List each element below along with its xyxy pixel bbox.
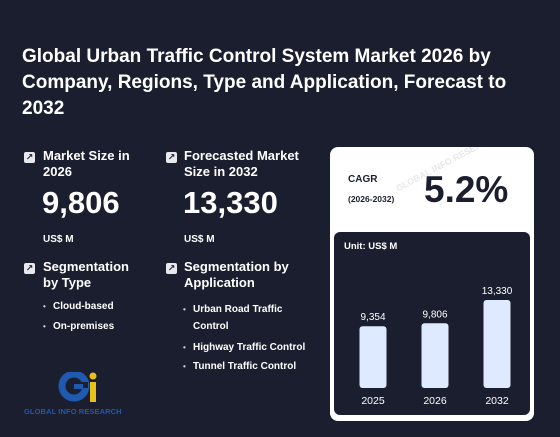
market-size-unit: US$ M <box>43 234 74 245</box>
market-size-value: 9,806 <box>42 185 120 220</box>
market-size-label: Market Size in 2026 <box>43 148 130 179</box>
bar-value-label: 13,330 <box>482 286 513 297</box>
segmentation-application-list: Urban Road Traffic Control Highway Traff… <box>183 301 318 380</box>
page-title: Global Urban Traffic Control System Mark… <box>22 46 507 119</box>
forecast-value: 13,330 <box>183 185 278 220</box>
trend-arrow-icon: ↗ <box>24 152 35 163</box>
segmentation-application-label: Segmentation by Application <box>184 259 289 290</box>
chart-area: Unit: US$ M 9,354 2025 9,806 2026 13,330 2032 <box>334 232 530 415</box>
bar-value-label: 9,806 <box>422 309 447 320</box>
list-item: Cloud-based <box>43 301 114 313</box>
cagr-panel: GLOBAL INFO RESEARCH CAGR (2026-2032) 5.… <box>330 147 534 421</box>
bar-2026 <box>421 323 449 388</box>
list-item: Tunnel Traffic Control <box>183 361 318 373</box>
x-tick-label: 2025 <box>361 395 385 407</box>
chart-unit-label: Unit: US$ M <box>344 241 398 252</box>
forecast-unit: US$ M <box>184 234 215 245</box>
bar-chart: 9,354 2025 9,806 2026 13,330 2032 <box>359 286 513 407</box>
bar-2032 <box>483 300 511 388</box>
bar-2025 <box>359 326 387 388</box>
x-tick-label: 2032 <box>485 395 509 407</box>
trend-arrow-icon: ↗ <box>166 152 177 163</box>
logo-icon <box>58 372 97 402</box>
list-item: On-premises <box>43 321 114 333</box>
logo-text: GLOBAL INFO RESEARCH <box>24 407 122 416</box>
bar-value-label: 9,354 <box>360 312 385 323</box>
segmentation-type-list: Cloud-based On-premises <box>43 301 114 341</box>
trend-arrow-icon: ↗ <box>24 263 35 274</box>
cagr-label: CAGR <box>348 174 378 185</box>
cagr-period: (2026-2032) <box>348 194 395 204</box>
forecast-label: Forecasted Market Size in 2032 <box>184 148 299 179</box>
list-item: Highway Traffic Control <box>183 342 318 354</box>
segmentation-type-label: Segmentation by Type <box>43 259 129 290</box>
cagr-value: 5.2% <box>424 169 509 210</box>
list-item: Urban Road Traffic Control <box>183 301 318 335</box>
trend-arrow-icon: ↗ <box>166 263 177 274</box>
x-tick-label: 2026 <box>423 395 447 407</box>
